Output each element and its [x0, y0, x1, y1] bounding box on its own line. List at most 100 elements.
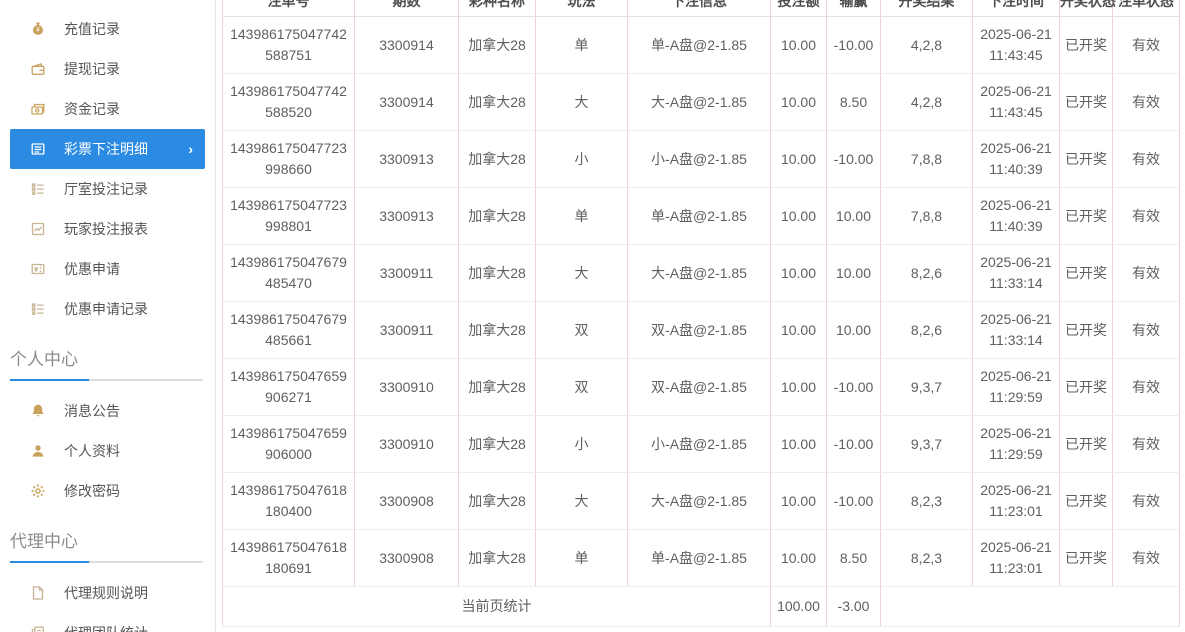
sidebar-item-label: 消息公告: [64, 403, 120, 419]
cell-draw-status: 已开奖: [1059, 244, 1113, 302]
cell-bet-info: 单-A盘@2-1.85: [627, 529, 771, 587]
sidebar-section-personal-center: 个人中心: [0, 339, 215, 391]
cell-period: 3300910: [354, 415, 459, 473]
cell-lottery: 加拿大28: [458, 244, 536, 302]
sidebar-item-withdraw-records[interactable]: 提现记录: [10, 49, 205, 89]
table-row: 143986175047618180400 3300908 加拿大28 大 大-…: [222, 472, 1180, 530]
section-underline: [10, 561, 203, 563]
cell-time: 2025-06-21 11:40:39: [972, 130, 1060, 188]
cell-amount: 10.00: [770, 16, 827, 74]
summary-empty: [880, 586, 1180, 627]
cell-amount: 10.00: [770, 130, 827, 188]
cell-bet-info: 大-A盘@2-1.85: [627, 244, 771, 302]
sidebar-item-message-announcements[interactable]: 消息公告: [10, 391, 205, 431]
chevron-right-icon: ›: [188, 141, 193, 157]
cell-amount: 10.00: [770, 244, 827, 302]
cell-lottery: 加拿大28: [458, 301, 536, 359]
cell-draw-status: 已开奖: [1059, 130, 1113, 188]
cell-lottery: 加拿大28: [458, 73, 536, 131]
list-icon: [30, 141, 46, 157]
section-underline: [10, 379, 203, 381]
svg-text:¥: ¥: [36, 28, 40, 34]
cell-period: 3300910: [354, 358, 459, 416]
docs-icon: [30, 625, 46, 632]
sidebar-item-discount-apply-records[interactable]: 优惠申请记录: [10, 289, 205, 329]
cell-draw-status: 已开奖: [1059, 73, 1113, 131]
sidebar-section-agent-center: 代理中心: [0, 521, 215, 573]
cell-bet-info: 小-A盘@2-1.85: [627, 130, 771, 188]
cell-time: 2025-06-21 11:23:01: [972, 529, 1060, 587]
table-header: 注单号 期数 彩种名称 玩法 下注信息 投注额 输赢 开奖结果 下注时间 开奖状…: [222, 0, 1180, 17]
cell-draw-status: 已开奖: [1059, 472, 1113, 530]
cell-amount: 10.00: [770, 301, 827, 359]
cell-bet-status: 有效: [1112, 301, 1180, 359]
sidebar-item-agent-team-stats[interactable]: 代理团队统计: [10, 613, 205, 632]
cell-time: 2025-06-21 11:33:14: [972, 244, 1060, 302]
cell-period: 3300911: [354, 244, 459, 302]
bet-details-table: 注单号 期数 彩种名称 玩法 下注信息 投注额 输赢 开奖结果 下注时间 开奖状…: [222, 0, 1180, 627]
cell-play: 双: [535, 358, 628, 416]
sidebar-item-hall-bet-records[interactable]: 厅室投注记录: [10, 169, 205, 209]
cell-bet-status: 有效: [1112, 130, 1180, 188]
cell-period: 3300914: [354, 16, 459, 74]
sidebar-item-discount-apply[interactable]: 优惠申请: [10, 249, 205, 289]
cell-bet-id: 143986175047742588520: [222, 73, 355, 131]
cell-lottery: 加拿大28: [458, 130, 536, 188]
col-bet-id: 注单号: [222, 0, 355, 17]
cell-lottery: 加拿大28: [458, 415, 536, 473]
cell-bet-id: 143986175047659906000: [222, 415, 355, 473]
cell-amount: 10.00: [770, 529, 827, 587]
records-icon: [30, 301, 46, 317]
col-bet-info: 下注信息: [627, 0, 771, 17]
cell-lottery: 加拿大28: [458, 16, 536, 74]
bet-details-table-wrap: 注单号 期数 彩种名称 玩法 下注信息 投注额 输赢 开奖结果 下注时间 开奖状…: [222, 0, 1185, 627]
col-time: 下注时间: [972, 0, 1060, 17]
sidebar-item-fund-records[interactable]: 资金记录: [10, 89, 205, 129]
sidebar-item-personal-profile[interactable]: 个人资料: [10, 431, 205, 471]
sidebar-item-agent-rules[interactable]: 代理规则说明: [10, 573, 205, 613]
table-footer: 当前页统计 100.00 -3.00: [222, 586, 1180, 627]
summary-label: 当前页统计: [222, 586, 771, 627]
cell-draw-status: 已开奖: [1059, 358, 1113, 416]
cell-amount: 10.00: [770, 415, 827, 473]
cell-win-loss: -10.00: [826, 472, 881, 530]
bell-icon: [30, 403, 46, 419]
cell-time: 2025-06-21 11:43:45: [972, 16, 1060, 74]
col-draw-status: 开奖状态: [1059, 0, 1116, 17]
cell-play: 双: [535, 301, 628, 359]
cell-result: 4,2,8: [880, 73, 973, 131]
cell-time: 2025-06-21 11:33:14: [972, 301, 1060, 359]
sidebar-item-lottery-bet-details[interactable]: 彩票下注明细 ›: [10, 129, 205, 169]
cell-bet-id: 143986175047679485661: [222, 301, 355, 359]
cell-bet-info: 单-A盘@2-1.85: [627, 16, 771, 74]
sidebar-item-player-bet-report[interactable]: 玩家投注报表: [10, 209, 205, 249]
cell-result: 8,2,3: [880, 529, 973, 587]
cell-bet-status: 有效: [1112, 415, 1180, 473]
cell-bet-status: 有效: [1112, 187, 1180, 245]
sidebar-item-change-password[interactable]: 修改密码: [10, 471, 205, 511]
cell-lottery: 加拿大28: [458, 472, 536, 530]
cell-play: 大: [535, 73, 628, 131]
cell-amount: 10.00: [770, 73, 827, 131]
cell-time: 2025-06-21 11:29:59: [972, 358, 1060, 416]
sidebar-item-label: 资金记录: [64, 101, 120, 117]
sidebar-item-recharge-records[interactable]: ¥ 充值记录: [10, 9, 205, 49]
cell-win-loss: 10.00: [826, 187, 881, 245]
cell-win-loss: -10.00: [826, 415, 881, 473]
table-row: 143986175047742588520 3300914 加拿大28 大 大-…: [222, 73, 1180, 131]
col-lottery: 彩种名称: [458, 0, 536, 17]
cell-bet-id: 143986175047742588751: [222, 16, 355, 74]
cell-result: 4,2,8: [880, 16, 973, 74]
col-win-loss: 输赢: [826, 0, 881, 17]
cell-result: 9,3,7: [880, 415, 973, 473]
cell-bet-info: 大-A盘@2-1.85: [627, 73, 771, 131]
cell-play: 单: [535, 187, 628, 245]
cell-bet-info: 双-A盘@2-1.85: [627, 301, 771, 359]
col-play: 玩法: [535, 0, 628, 17]
cell-lottery: 加拿大28: [458, 529, 536, 587]
cell-draw-status: 已开奖: [1059, 16, 1113, 74]
cell-draw-status: 已开奖: [1059, 415, 1113, 473]
cell-bet-id: 143986175047659906271: [222, 358, 355, 416]
bills-icon: [30, 101, 46, 117]
cell-lottery: 加拿大28: [458, 187, 536, 245]
